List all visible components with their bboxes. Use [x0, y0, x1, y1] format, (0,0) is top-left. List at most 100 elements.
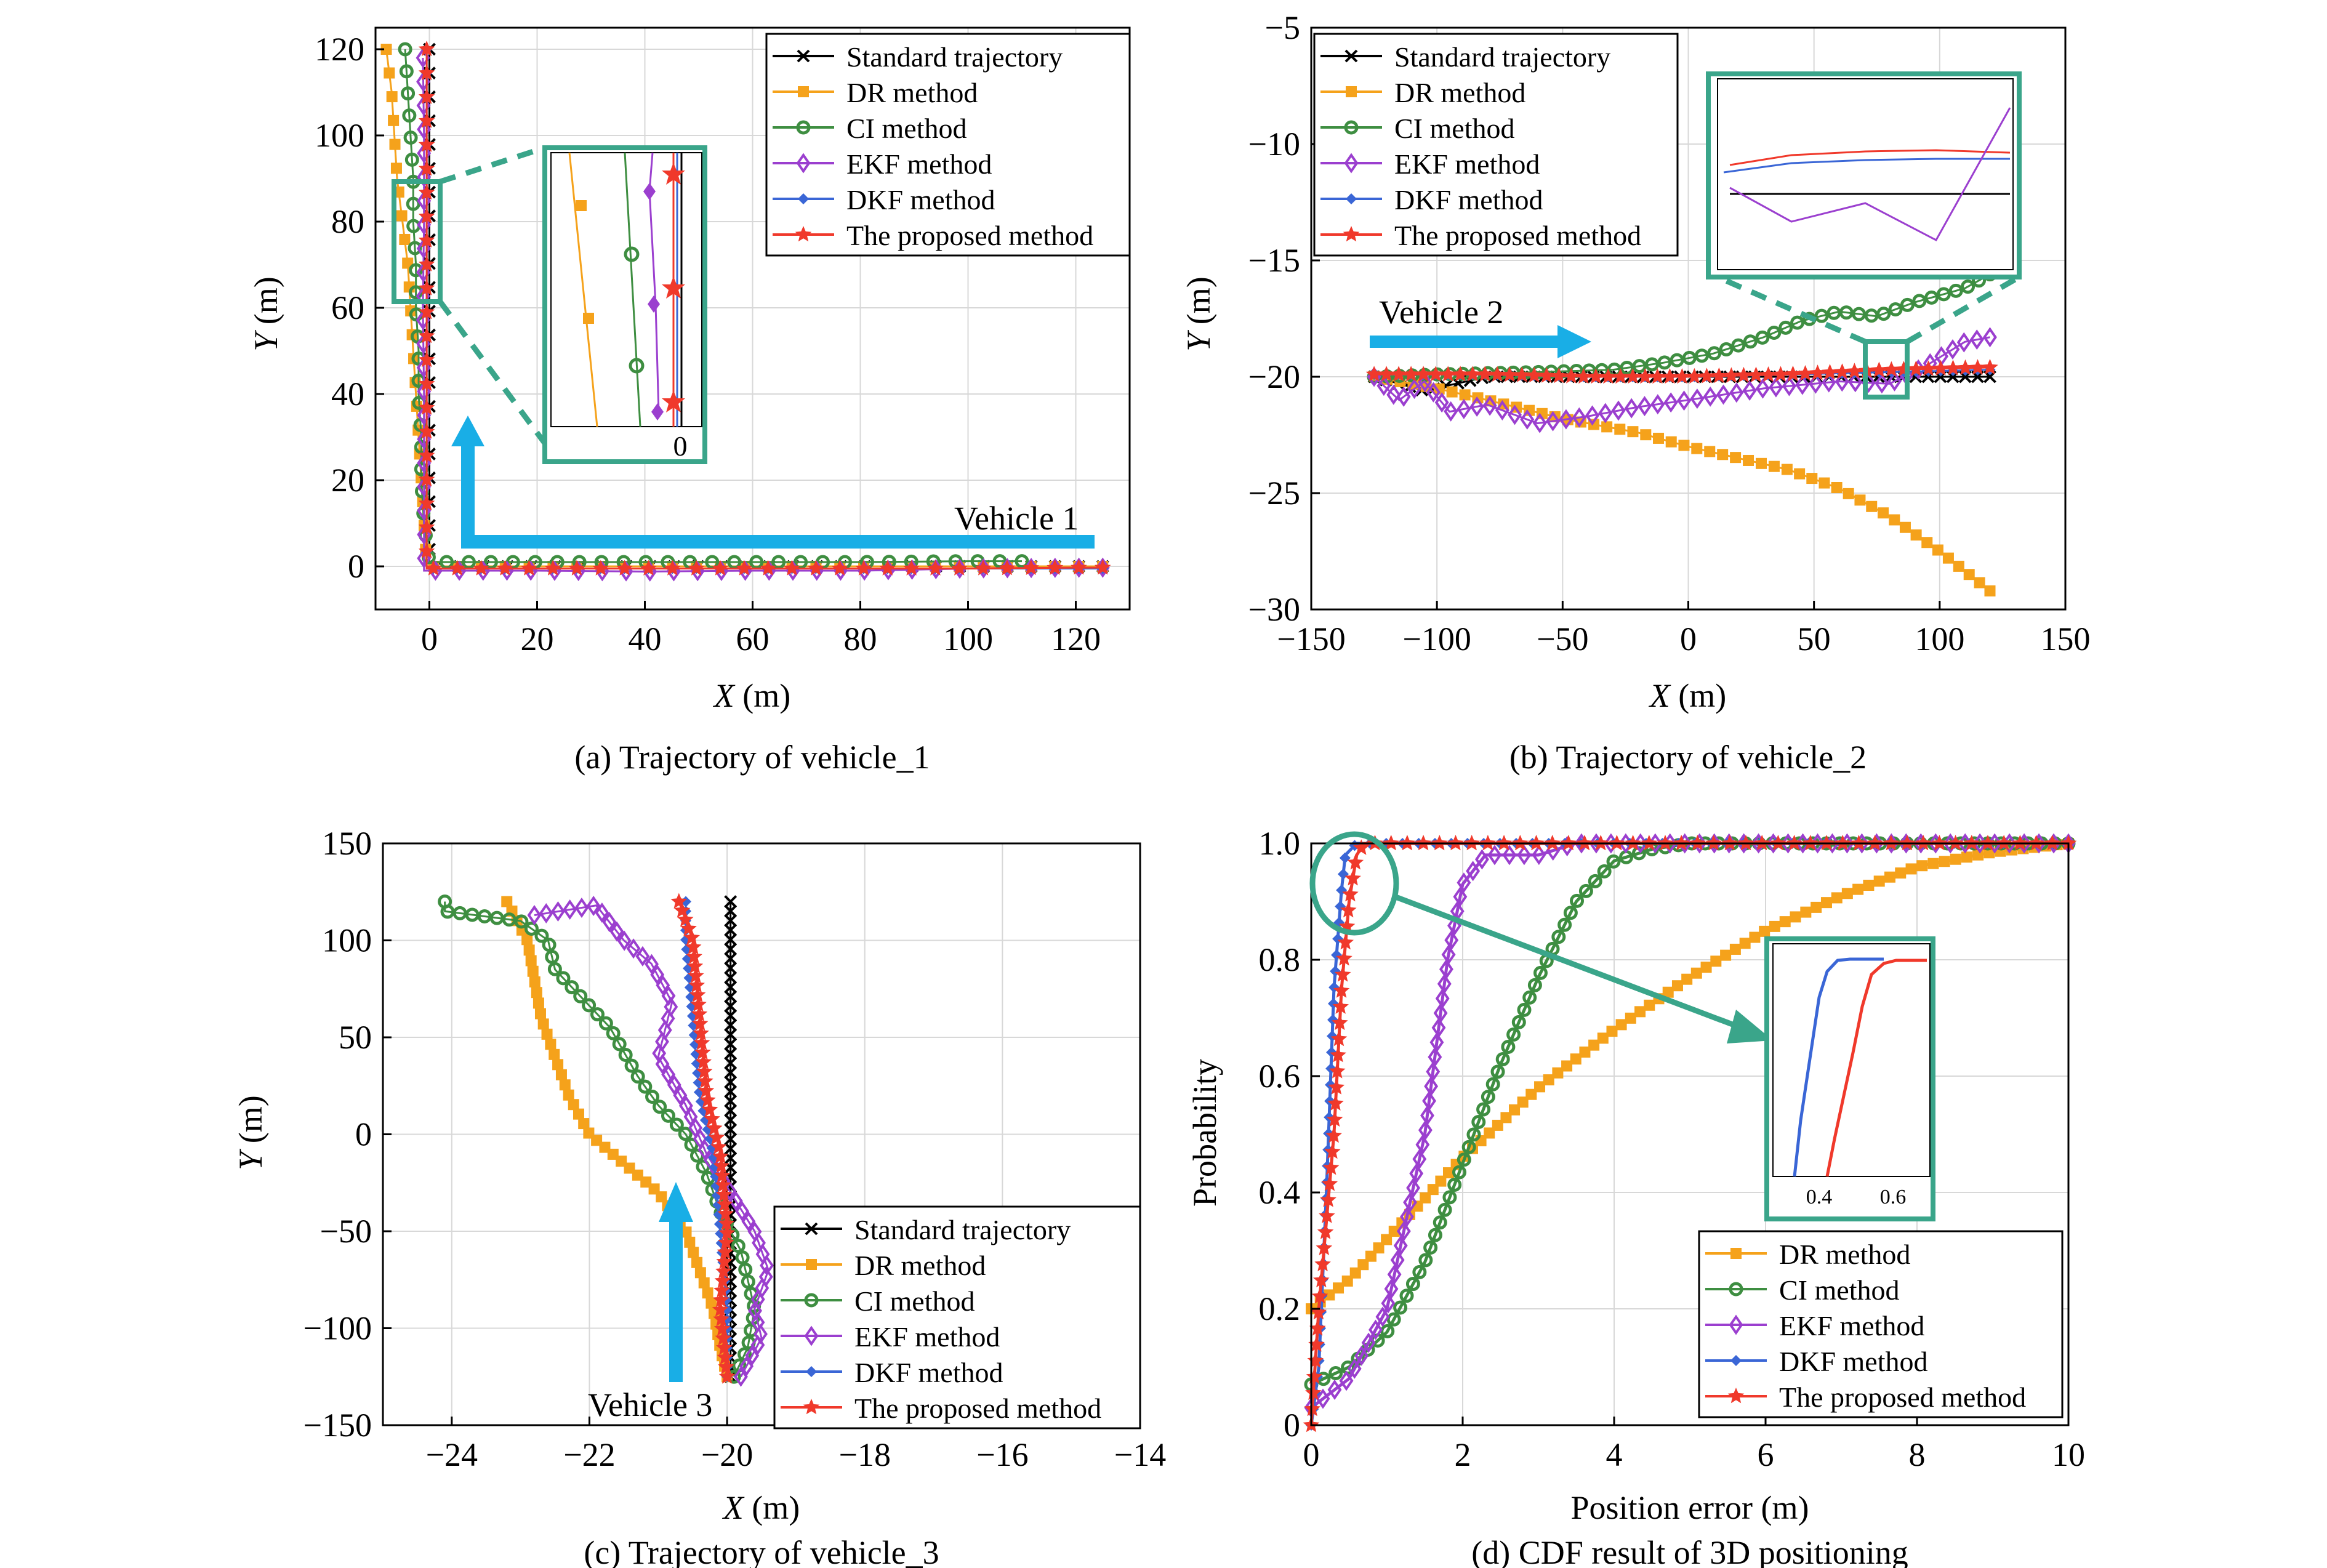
series-marker-ekf — [1418, 1120, 1433, 1141]
series-marker-ekf — [1487, 845, 1502, 866]
series-marker-proposed — [1390, 366, 1407, 382]
legend-marker-ci — [1729, 1282, 1743, 1297]
panel-b-inset — [1706, 71, 2022, 400]
series-marker-ekf — [1474, 849, 1489, 870]
series-marker-dr — [1373, 1242, 1385, 1254]
series-marker-ekf — [1729, 382, 1744, 403]
legend-marker-dkf — [806, 1366, 817, 1377]
series-marker-proposed — [640, 560, 657, 576]
series-marker-ci — [401, 86, 416, 101]
series-marker-ci — [1682, 350, 1697, 365]
panel-c-vehicle-arrow: Vehicle 3 — [588, 1182, 712, 1423]
series-marker-dr — [1781, 464, 1793, 475]
series-marker-ekf — [1466, 861, 1481, 882]
series-marker-dr — [1349, 1267, 1361, 1279]
series-marker-proposed — [686, 948, 702, 964]
series-marker-proposed — [1308, 1336, 1325, 1352]
series-marker-dr — [389, 139, 401, 150]
series-marker-ekf — [1435, 988, 1450, 1009]
series-marker-proposed — [718, 1234, 734, 1250]
series-marker-ekf — [734, 1366, 748, 1387]
series-marker-dr — [399, 233, 411, 245]
series-marker-proposed — [688, 560, 705, 576]
panel-a: 0 20 40 60 80 100 120 0 20 40 60 80 100 120 0 — [247, 26, 1131, 776]
series-marker-proposed — [418, 136, 435, 152]
series-marker-proposed — [1439, 366, 1457, 382]
series-marker-dr — [1905, 863, 1917, 875]
series-marker-ci — [1912, 294, 1927, 308]
y-tick-label: −15 — [1248, 242, 1300, 279]
series-marker-ekf — [1396, 1221, 1411, 1242]
series-marker-ci — [638, 1079, 653, 1094]
series-marker-dr — [1484, 1127, 1495, 1139]
panel-b: −150 −100 −50 0 50 100 150 −30 −25 −20 −15 −10 −5 Ve… — [1180, 9, 2091, 776]
panel-a-inset-proposed-marker — [662, 163, 685, 185]
series-marker-ekf — [1546, 411, 1561, 432]
series-marker-dr — [1717, 449, 1729, 460]
series-marker-ekf — [1822, 372, 1836, 393]
series-marker-ekf — [1703, 386, 1718, 407]
y-tick-label: −150 — [303, 1407, 372, 1444]
legend-label-dr: DR method — [846, 77, 978, 108]
x-tick-label: 100 — [943, 621, 993, 657]
series-marker-ekf — [1457, 398, 1471, 419]
series-marker-ci — [1457, 1152, 1471, 1167]
series-marker-proposed — [1563, 368, 1580, 384]
series-marker-proposed — [1612, 368, 1629, 384]
series-marker-ci — [624, 1058, 639, 1073]
series-marker-dr — [1644, 999, 1655, 1011]
series-marker-standard — [724, 1132, 737, 1146]
series-marker-ekf — [1482, 395, 1497, 416]
series-marker-proposed — [1945, 360, 1961, 376]
series-marker-proposed — [1327, 1095, 1344, 1111]
series-marker-ci — [684, 1137, 699, 1152]
series-marker-dr — [1806, 473, 1818, 484]
panel-d-ticks: 0 2 4 6 8 10 0 0.2 0.4 0.6 0.8 1.0 — [1259, 825, 2086, 1473]
y-tick-label: 120 — [315, 31, 364, 68]
series-marker-proposed — [418, 542, 435, 558]
series-marker-dr — [541, 1028, 553, 1040]
series-marker-ekf — [1361, 1332, 1376, 1353]
panel-d-axes-frame — [1310, 842, 2070, 1426]
x-tick-label: −100 — [1402, 621, 1471, 657]
panel-a-inset-ekf-marker — [643, 183, 656, 200]
series-marker-ekf — [1572, 407, 1586, 428]
series-marker-ekf — [1396, 386, 1411, 407]
series-marker-proposed — [694, 1043, 711, 1060]
series-marker-proposed — [418, 231, 435, 247]
series-marker-ci — [524, 922, 539, 936]
legend-label-ekf: EKF method — [854, 1321, 1000, 1353]
legend-label-dkf: DKF method — [1394, 184, 1543, 215]
series-marker-dr — [694, 1267, 706, 1279]
series-marker-dr — [1579, 1046, 1591, 1058]
series-marker-standard — [724, 923, 737, 937]
series-marker-dr — [388, 115, 400, 126]
series-marker-proposed — [1071, 559, 1087, 575]
series-marker-proposed — [418, 112, 435, 128]
series-marker-proposed — [718, 1358, 734, 1374]
panel-c-caption: (c) Trajectory of vehicle_3 — [584, 1534, 939, 1568]
series-marker-ci — [1694, 348, 1709, 363]
series-marker-ekf — [1742, 380, 1757, 401]
series-marker-ci — [1328, 1366, 1343, 1381]
series-marker-proposed — [1427, 366, 1444, 382]
series-marker-proposed — [1649, 368, 1666, 384]
series-marker-dr — [1921, 537, 1933, 549]
series-marker-proposed — [1047, 559, 1063, 575]
series-marker-ci — [1924, 290, 1939, 305]
legend-marker-dr — [806, 1259, 817, 1270]
series-marker-dr — [1681, 973, 1693, 985]
legend-label-ekf: EKF method — [1779, 1310, 1924, 1341]
series-marker-dr — [1459, 389, 1471, 401]
series-marker-proposed — [1325, 1127, 1342, 1143]
series-marker-standard — [724, 1104, 737, 1117]
series-marker-proposed — [1871, 361, 1887, 377]
series-marker-ekf — [1422, 1090, 1436, 1111]
series-marker-dr — [1769, 920, 1780, 932]
series-marker-dr — [1794, 468, 1806, 480]
panel-c-xlabel: X (m) — [722, 1489, 800, 1526]
series-marker-ci — [598, 1016, 613, 1031]
legend-label-ekf: EKF method — [1394, 148, 1540, 180]
series-marker-ci — [1606, 854, 1621, 869]
series-marker-proposed — [418, 351, 435, 368]
